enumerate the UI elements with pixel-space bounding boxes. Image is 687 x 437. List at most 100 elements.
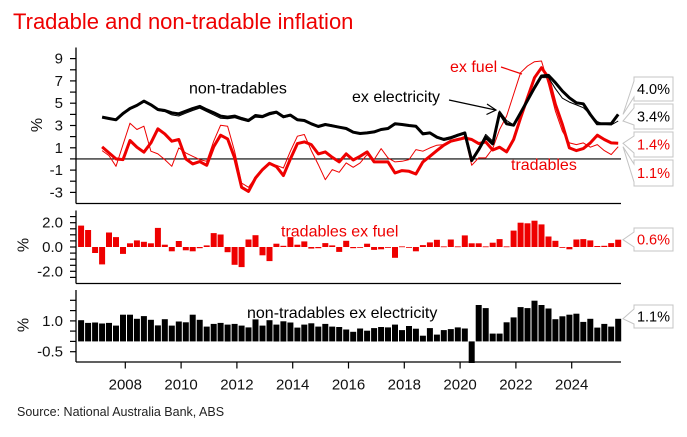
- non-tradables-ex-electricity-qoq-bar: [224, 324, 231, 342]
- non-tradables-ex-electricity-qoq-bar: [343, 329, 350, 342]
- y-tick-label: 2.0: [42, 215, 63, 232]
- annotation-tradables-ex-fuel: tradables ex fuel: [281, 224, 398, 241]
- y-tick-label: 7: [55, 73, 63, 90]
- y-tick-label: 5: [55, 95, 63, 112]
- tradables-ex-fuel-qoq-bar: [447, 239, 454, 247]
- non-tradables-ex-electricity-qoq-bar: [245, 327, 252, 342]
- non-tradables-ex-electricity-qoq-bar: [517, 307, 524, 342]
- non-tradables-ex-electricity-qoq-bar: [364, 330, 371, 342]
- tradables-ex-fuel-qoq-bar: [454, 246, 461, 248]
- non-tradables-ex-electricity-qoq-bar: [440, 330, 447, 342]
- tradables-ex-fuel-qoq-bar: [92, 247, 99, 253]
- tradables-ex-fuel-qoq-bar: [552, 240, 559, 247]
- callout-value: 3.4%: [637, 110, 670, 126]
- x-tick-label: 2014: [276, 377, 309, 394]
- y-tick-label: 1.0: [42, 313, 63, 330]
- chart-title: Tradable and non-tradable inflation: [13, 9, 353, 34]
- tradables-ex-fuel-qoq-bar: [120, 247, 126, 254]
- tradables-ex-fuel-qoq-bar: [252, 235, 259, 247]
- non-tradables-ex-electricity-qoq-bar: [336, 327, 343, 342]
- callout-value: 1.1%: [637, 166, 670, 182]
- tradables-ex-fuel-qoq-bar: [412, 247, 419, 252]
- tradables-ex-fuel-qoq-bar: [426, 242, 433, 247]
- tradables-ex-fuel-qoq-bar: [587, 240, 594, 247]
- tradables-ex-fuel-qoq-bar: [489, 242, 496, 247]
- source-note: Source: National Australia Bank, ABS: [17, 405, 224, 419]
- x-tick-label: 2020: [443, 377, 476, 394]
- y-tick-label: 9: [55, 51, 63, 68]
- value-callout: 1.1%: [622, 304, 674, 329]
- tradables-ex-fuel-qoq-bar: [531, 220, 538, 247]
- ex-fuel-leader-line: [500, 66, 523, 75]
- tradables-ex-fuel-qoq-bar: [510, 230, 517, 247]
- non-tradables-ex-electricity-qoq-bar: [273, 324, 280, 342]
- tradables-ex-fuel-qoq-bar: [594, 246, 601, 247]
- non-tradables-ex-electricity-qoq-bar: [210, 323, 217, 342]
- annotation-ex-fuel: ex fuel: [450, 59, 497, 76]
- non-tradables-ex-electricity-qoq-bar: [454, 327, 461, 342]
- non-tradables-ex-electricity-qoq-bar: [154, 325, 161, 342]
- non-tradables-ex-electricity-qoq-bar: [531, 300, 538, 342]
- annotations: non-tradables ex electricity ex fuel tra…: [189, 59, 577, 322]
- non-tradables-ex-electricity-qoq-bar: [294, 327, 301, 342]
- non-tradables-ex-electricity-qoq-bar: [399, 330, 405, 342]
- non-tradables-ex-electricity-qoq-bar: [189, 314, 196, 342]
- non-tradables-ex-electricity-qoq-bar: [461, 328, 468, 342]
- tradables-ex-fuel-qoq-bar: [168, 247, 175, 252]
- non-tradables-ex-electricity-qoq-bar: [433, 334, 440, 342]
- non-tradables-ex-electricity-qoq-bar: [552, 319, 559, 342]
- tradables-ex-fuel-qoq-bar: [294, 244, 301, 247]
- callout-value: 0.6%: [637, 233, 670, 249]
- tradables-ex-fuel-qoq-bar: [615, 239, 622, 247]
- tradables-ex-fuel-qoq-bar: [419, 245, 426, 247]
- tradables-ex-fuel-qoq-bar: [357, 247, 364, 248]
- x-tick-label: 2016: [332, 377, 365, 394]
- non-tradables-ex-electricity-qoq-bar: [385, 327, 391, 342]
- tradables-ex-fuel-qoq-bar: [280, 245, 287, 247]
- non-tradables-ex-electricity-qoq-bar: [133, 318, 140, 342]
- tradables-ex-fuel-qoq-bar: [133, 240, 140, 247]
- tradables-ex-fuel-qoq-bar: [608, 243, 615, 247]
- non-tradables-ex-electricity-qoq-bar: [594, 327, 601, 342]
- tradables-ex-fuel-qoq-bar: [315, 247, 322, 249]
- arrow-head-icon: [486, 103, 498, 116]
- callout-box: [622, 304, 674, 329]
- annotation-non-tradables-ex-electricity: non-tradables ex electricity: [247, 305, 437, 322]
- callout-box: [622, 146, 674, 187]
- tradables-ex-fuel-qoq-bar: [217, 234, 224, 247]
- non-tradables-ex-electricity-qoq-bar: [601, 323, 608, 342]
- non-tradables-ex-electricity-qoq-bar: [350, 331, 357, 342]
- non-tradables-ex-electricity-qoq-bar: [301, 324, 308, 342]
- tradables-ex-fuel-qoq-bar: [231, 247, 238, 265]
- tradables-ex-fuel-qoq-bar: [154, 227, 161, 247]
- y-tick-label: 1: [55, 140, 63, 157]
- non-tradables-ex-electricity-qoq-bar: [510, 317, 517, 342]
- non-tradables-ex-electricity-qoq-bar: [371, 328, 378, 342]
- value-callout: 3.4%: [622, 103, 674, 130]
- tradables-ex-fuel-qoq-bar: [385, 247, 391, 248]
- x-tick-label: 2024: [555, 377, 588, 394]
- x-tick-label: 2012: [220, 377, 253, 394]
- ex-electricity-arrow-line: [448, 99, 496, 111]
- non-tradables-ex-electricity-qoq-bar: [259, 325, 266, 342]
- non-tradables-ex-electricity-qoq-bar: [468, 341, 475, 363]
- non-tradables-ex-electricity-qoq-bar: [106, 322, 112, 342]
- tradables-ex-fuel-qoq-bar: [308, 247, 315, 249]
- tradables-ex-fuel-qoq-bar: [482, 246, 489, 248]
- tradables-ex-fuel-line: [101, 60, 619, 188]
- tradables-ex-fuel-qoq-bar: [336, 247, 343, 252]
- tradables-ex-fuel-qoq-bar: [245, 239, 252, 247]
- tradables-ex-fuel-qoq-bar: [259, 247, 266, 256]
- tradables-ex-fuel-qoq-bar: [78, 225, 85, 247]
- non-tradables-ex-electricity-qoq-bar: [322, 323, 329, 342]
- non-tradables-ex-electricity-qoq-bar: [587, 318, 594, 342]
- tradables-ex-fuel-qoq-bar: [343, 240, 350, 247]
- tradables-ex-fuel-qoq-bar: [175, 241, 182, 247]
- non-tradables-ex-electricity-qoq-bar: [447, 329, 454, 342]
- tradables-ex-fuel-qoq-bar: [189, 247, 196, 252]
- tradables-ex-fuel-qoq-bar: [322, 243, 329, 247]
- tradables-ex-fuel-qoq-bar: [524, 223, 531, 247]
- non-tradables-ex-electricity-qoq-bar: [168, 325, 175, 342]
- tradables-ex-fuel-qoq-bar: [238, 247, 245, 268]
